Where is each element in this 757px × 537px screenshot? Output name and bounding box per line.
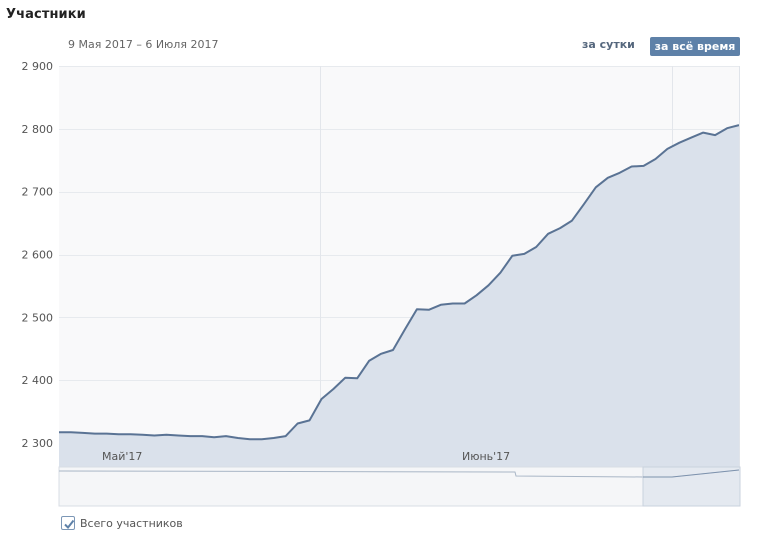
checkmark-icon — [64, 519, 75, 530]
legend: Всего участников — [61, 516, 183, 530]
total-members-label: Всего участников — [80, 516, 183, 530]
y-tick-label: 2 300 — [22, 437, 54, 450]
x-tick-label-june: Июнь'17 — [462, 450, 510, 463]
total-members-checkbox[interactable] — [61, 516, 75, 530]
navigator-background — [58, 466, 741, 507]
navigator-selected-line — [643, 469, 740, 478]
navigator-selected-window[interactable] — [642, 466, 741, 507]
y-tick-label: 2 600 — [22, 249, 54, 262]
period-day-button[interactable]: за сутки — [582, 38, 635, 51]
y-tick-label: 2 900 — [22, 60, 54, 73]
y-tick-label: 2 500 — [22, 311, 54, 324]
date-range: 9 Мая 2017 – 6 Июля 2017 — [68, 38, 219, 51]
page-title: Участники — [6, 7, 86, 22]
y-axis-labels: 2 900 2 800 2 700 2 600 2 500 2 400 2 300 — [22, 60, 54, 450]
series-area — [59, 125, 739, 467]
x-tick-label-may: Май'17 — [102, 450, 142, 463]
period-all-time-button[interactable]: за всё время — [650, 37, 740, 56]
y-tick-label: 2 700 — [22, 186, 54, 199]
y-tick-label: 2 400 — [22, 374, 54, 387]
series-line — [59, 124, 740, 441]
y-tick-label: 2 800 — [22, 123, 54, 136]
range-navigator[interactable] — [58, 466, 741, 507]
